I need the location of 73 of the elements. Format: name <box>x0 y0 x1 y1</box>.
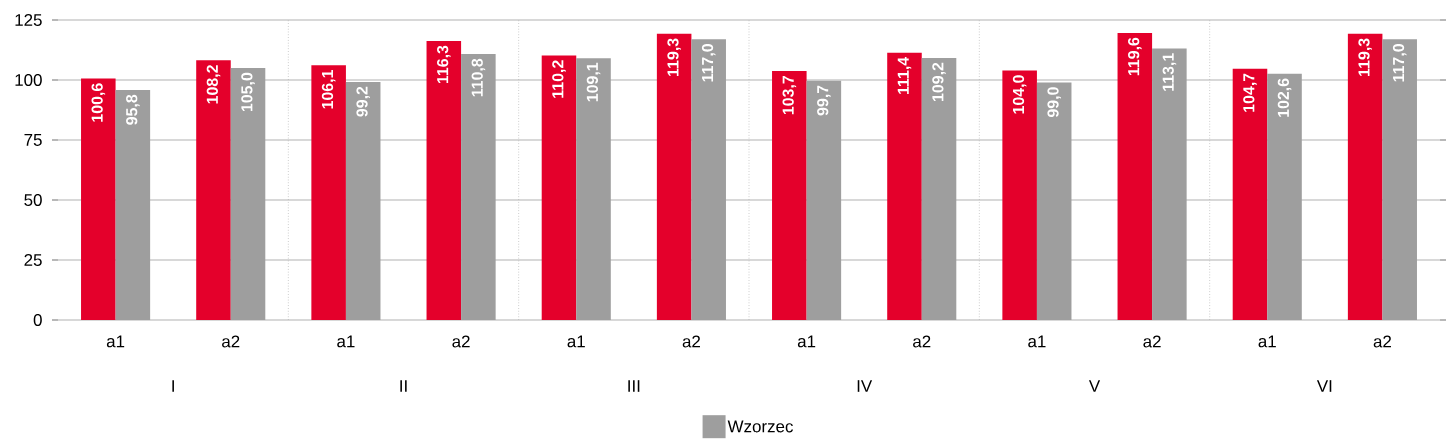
text: III <box>628 380 640 392</box>
y-tick-label: 125 <box>15 14 42 26</box>
x-tick-label: a1 <box>1028 335 1046 348</box>
data-label: 105,0 <box>241 72 255 112</box>
data-label: 104,0 <box>1012 75 1027 114</box>
bar <box>1382 39 1417 320</box>
data-label: 109,1 <box>586 62 601 102</box>
data-label: 106,1 <box>321 70 336 109</box>
data-label: 103,7 <box>782 76 797 115</box>
bar <box>461 54 496 320</box>
bar <box>1117 32 1153 320</box>
bar <box>426 40 462 320</box>
x-tick-label: a2 <box>1143 335 1161 348</box>
data-label: 104,7 <box>1243 73 1257 112</box>
x-tick-label: a1 <box>567 335 585 348</box>
data-label: 102,6 <box>1277 78 1292 117</box>
bar <box>1347 33 1383 320</box>
bar <box>576 58 611 320</box>
x-tick-label: a2 <box>222 335 240 348</box>
bar <box>921 57 957 320</box>
x-tick-label: a1 <box>1258 335 1276 348</box>
bar <box>311 65 346 320</box>
data-label: 99,2 <box>356 86 370 117</box>
bar <box>230 68 266 320</box>
bar <box>345 81 381 320</box>
text: IV <box>857 380 873 392</box>
data-label: 100,6 <box>91 83 106 122</box>
x-tick-label: a1 <box>797 335 816 348</box>
text: VI <box>1316 380 1332 392</box>
bar <box>691 39 726 320</box>
x-tick-label: a1 <box>337 335 355 348</box>
text: V <box>1088 380 1101 392</box>
bar <box>196 60 231 320</box>
bar <box>115 90 151 320</box>
data-label: 119,3 <box>667 38 681 76</box>
bar <box>1267 73 1302 320</box>
data-label: 119,3 <box>1358 38 1372 76</box>
bar <box>541 55 577 320</box>
legend-label: Wzorzec <box>727 420 793 433</box>
x-tick-label: a2 <box>682 335 700 348</box>
data-label: 119,6 <box>1128 37 1142 76</box>
x-tick-label: a2 <box>452 335 470 348</box>
data-label: 111,4 <box>897 56 912 94</box>
x-tick-label: a1 <box>106 335 125 348</box>
data-label: 99,7 <box>817 85 831 116</box>
text: I <box>172 380 174 392</box>
bar <box>1002 70 1037 320</box>
bar <box>887 52 922 320</box>
y-tick-label: 25 <box>24 254 42 266</box>
data-label: 113,1 <box>1162 53 1177 91</box>
data-label: 110,8 <box>471 58 486 97</box>
data-label: 109,2 <box>932 62 946 102</box>
bar <box>806 80 842 320</box>
data-label: 116,3 <box>437 45 451 84</box>
data-label: 110,2 <box>552 60 566 98</box>
bar <box>656 33 692 320</box>
text: II <box>400 380 407 392</box>
x-tick-label: a2 <box>1373 335 1391 348</box>
bar <box>772 71 807 320</box>
y-tick-label: 0 <box>33 314 42 326</box>
data-label: 99,0 <box>1047 87 1061 118</box>
y-tick-label: 100 <box>15 74 42 86</box>
y-tick-label: 75 <box>24 134 42 146</box>
data-label: 108,2 <box>206 65 221 104</box>
data-label: 117,0 <box>701 44 716 82</box>
y-tick-label: 50 <box>24 194 42 206</box>
x-tick-label: a2 <box>913 335 931 348</box>
bar <box>1232 68 1268 320</box>
data-label: 117,0 <box>1392 44 1407 82</box>
bar <box>81 78 116 320</box>
data-label: 95,8 <box>126 94 140 125</box>
bar <box>1036 82 1072 320</box>
bar <box>1152 48 1187 320</box>
